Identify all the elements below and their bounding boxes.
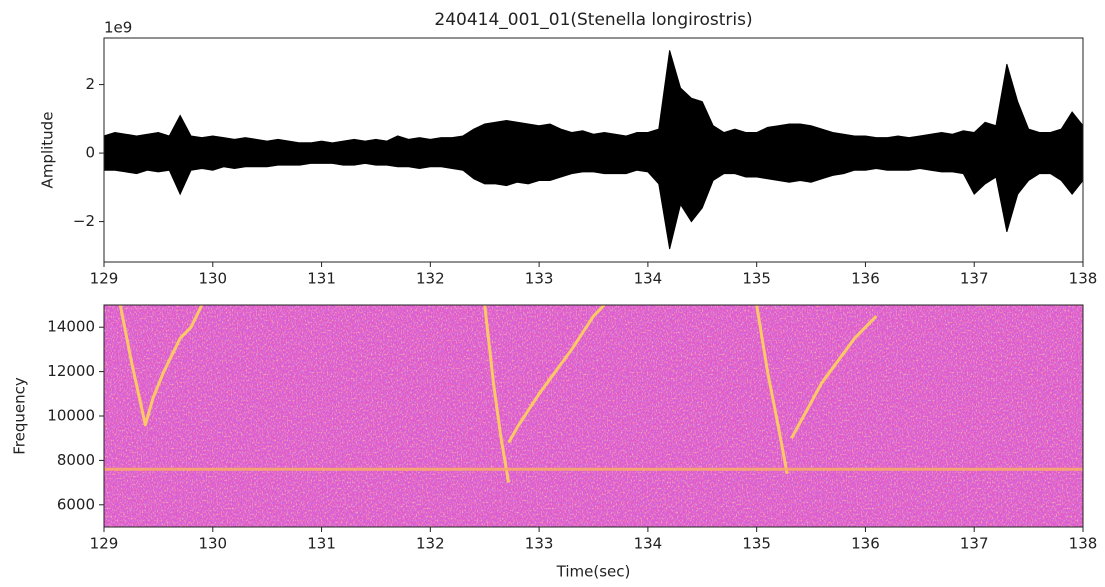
x-tick-label: 130 [198, 535, 227, 553]
x-tick-label: 129 [90, 270, 119, 288]
x-tick-label: 138 [1069, 270, 1098, 288]
plots: 129 130 131 132 133 134 135 136 137 138 −2 0 2 240414… [11, 10, 1098, 581]
x-tick-label: 131 [307, 535, 336, 553]
waveform [104, 50, 1083, 154]
contour [790, 315, 878, 439]
x-tick-label: 138 [1069, 535, 1098, 553]
y-tick-label: −2 [73, 212, 95, 230]
x-tick-label: 136 [851, 270, 880, 288]
x-tick-label: 132 [416, 535, 445, 553]
x-tick-label: 132 [416, 270, 445, 288]
plot-area [104, 50, 1083, 250]
waveform [104, 152, 1083, 250]
y-tick-label: 2 [85, 75, 95, 93]
contour [118, 305, 204, 427]
y-tick-label: 14000 [47, 318, 95, 336]
x-tick-label: 130 [198, 270, 227, 288]
x-tick-label: 131 [307, 270, 336, 288]
x-tick-label: 129 [90, 535, 119, 553]
x-tick-label: 135 [742, 270, 771, 288]
y-tick-label: 10000 [47, 407, 95, 425]
y-axis-label: Amplitude [39, 112, 57, 189]
plot-area [104, 305, 1083, 527]
x-tick-label: 137 [960, 535, 989, 553]
chart-title: 240414_001_01(Stenella longirostris) [434, 10, 752, 30]
y-tick-label: 12000 [47, 362, 95, 380]
x-tick-label: 136 [851, 535, 880, 553]
y-tick-label: 8000 [57, 451, 95, 469]
contour [755, 305, 789, 474]
contour [483, 305, 511, 483]
x-tick-label: 135 [742, 535, 771, 553]
x-tick-label: 133 [525, 535, 554, 553]
y-tick-label: 0 [85, 144, 95, 162]
y-axis-label: Frequency [11, 377, 29, 455]
y-offset-label: 1e9 [104, 19, 132, 37]
spectrogram-noise [104, 305, 1083, 527]
y-tick-label: 6000 [57, 495, 95, 513]
axes-frame [103, 37, 1084, 263]
x-tick-label: 134 [634, 270, 663, 288]
contour [507, 305, 606, 444]
x-tick-label: 133 [525, 270, 554, 288]
x-tick-label: 137 [960, 270, 989, 288]
x-tick-label: 134 [634, 535, 663, 553]
x-axis-label: Time(sec) [556, 563, 631, 581]
